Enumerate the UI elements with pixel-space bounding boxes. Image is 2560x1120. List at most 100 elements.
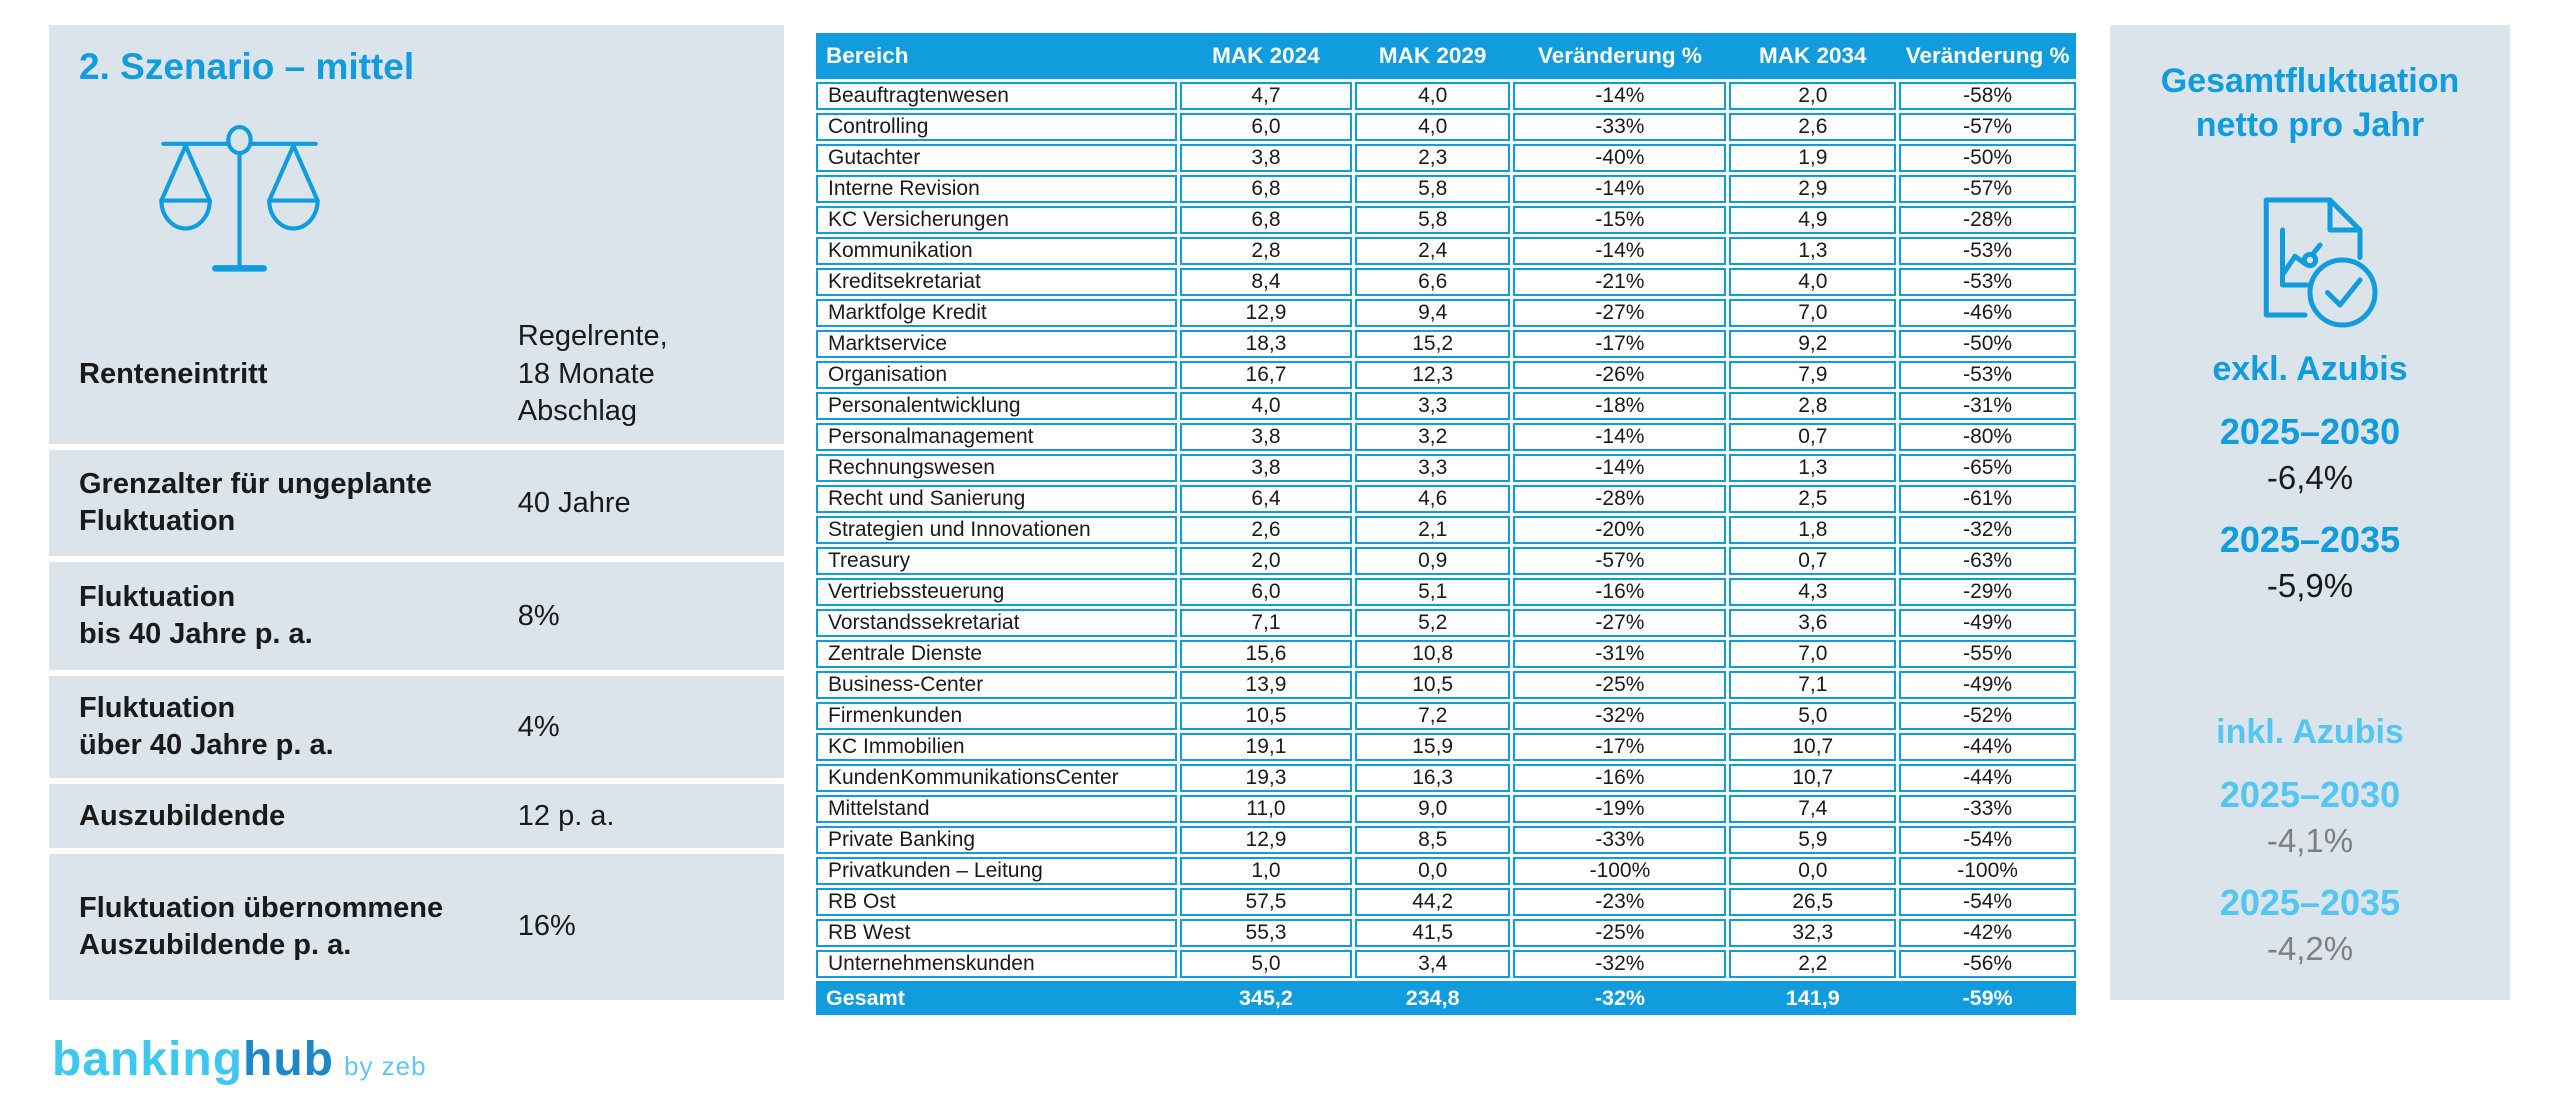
table-row: Vorstandssekretariat 7,1 5,2 -27% 3,6 -49% <box>816 609 2076 637</box>
table-cell: -61% <box>1899 485 2076 513</box>
table-cell: 7,1 <box>1729 671 1897 699</box>
table-row: Private Banking 12,9 8,5 -33% 5,9 -54% <box>816 826 2076 854</box>
table-row: Personalentwicklung 4,0 3,3 -18% 2,8 -31% <box>816 392 2076 420</box>
table-cell: 19,1 <box>1180 733 1352 761</box>
table-cell: 3,8 <box>1180 454 1352 482</box>
table-row: Firmenkunden 10,5 7,2 -32% 5,0 -52% <box>816 702 2076 730</box>
table-cell: 4,0 <box>1180 392 1352 420</box>
period-range: 2025–2030 <box>2219 411 2401 453</box>
table-cell: 9,4 <box>1354 299 1511 327</box>
table-row: Controlling 6,0 4,0 -33% 2,6 -57% <box>816 113 2076 141</box>
table-cell: -57% <box>1899 175 2076 203</box>
table-cell: -49% <box>1899 671 2076 699</box>
table-cell: 6,4 <box>1180 485 1352 513</box>
table-cell: 10,5 <box>1354 671 1511 699</box>
total-cell: 234,8 <box>1405 985 1460 1010</box>
table-cell: -14% <box>1513 454 1727 482</box>
parameter-row: Fluktuation übernommene Auszubildende p.… <box>49 848 784 1000</box>
table-row: Mittelstand 11,0 9,0 -19% 7,4 -33% <box>816 795 2076 823</box>
scenario-title: 2. Szenario – mittel <box>79 46 415 87</box>
table-cell: -58% <box>1899 82 2076 110</box>
table-row: KC Versicherungen 6,8 5,8 -15% 4,9 -28% <box>816 206 2076 234</box>
table-cell: Firmenkunden <box>816 702 1178 730</box>
table-row: Recht und Sanierung 6,4 4,6 -28% 2,5 -61% <box>816 485 2076 513</box>
table-cell: 9,0 <box>1354 795 1511 823</box>
table-row: Treasury 2,0 0,9 -57% 0,7 -63% <box>816 547 2076 575</box>
table-cell: 4,0 <box>1354 82 1511 110</box>
table-cell: 44,2 <box>1354 888 1511 916</box>
table-cell: 7,9 <box>1729 361 1897 389</box>
table-cell: Marktservice <box>816 330 1178 358</box>
table-cell: 4,0 <box>1729 268 1897 296</box>
table-cell: 5,0 <box>1729 702 1897 730</box>
parameter-label: Auszubildende <box>79 799 286 832</box>
table-cell: Interne Revision <box>816 175 1178 203</box>
total-cell: -59% <box>1962 985 2013 1010</box>
table-cell: Gutachter <box>816 144 1178 172</box>
table-cell: 5,8 <box>1354 175 1511 203</box>
table-cell: 0,0 <box>1729 857 1897 885</box>
table-cell: Zentrale Dienste <box>816 640 1178 668</box>
table-cell: 0,9 <box>1354 547 1511 575</box>
period-range: 2025–2035 <box>2219 519 2401 561</box>
parameter-value: Regelrente, 18 Monate Abschlag <box>517 319 668 428</box>
table-cell: -32% <box>1513 950 1727 978</box>
table-cell: -50% <box>1899 144 2076 172</box>
parameter-rows: Renteneintritt Regelrente, 18 Monate Absc… <box>49 304 784 1000</box>
summary-title: Gesamtfluktuation netto pro Jahr <box>2160 62 2460 145</box>
table-cell: 4,9 <box>1729 206 1897 234</box>
table-cell: -46% <box>1899 299 2076 327</box>
table-cell: -20% <box>1513 516 1727 544</box>
table-row: Marktservice 18,3 15,2 -17% 9,2 -50% <box>816 330 2076 358</box>
table-cell: -33% <box>1513 113 1727 141</box>
table-row: Interne Revision 6,8 5,8 -14% 2,9 -57% <box>816 175 2076 203</box>
table-row: Beauftragtenwesen 4,7 4,0 -14% 2,0 -58% <box>816 82 2076 110</box>
parameter-value: 8% <box>517 599 560 632</box>
mak-table: Bereich MAK 2024 MAK 2029 Veränderung % MAK … <box>816 33 2076 1015</box>
table-cell: 10,7 <box>1729 764 1897 792</box>
table-cell: 7,0 <box>1729 299 1897 327</box>
table-cell: 4,6 <box>1354 485 1511 513</box>
period-value: -6,4% <box>2266 458 2354 496</box>
table-cell: 3,4 <box>1354 950 1511 978</box>
table-cell: Kreditsekretariat <box>816 268 1178 296</box>
bankinghub-logo: bankinghub by zeb <box>52 1032 427 1087</box>
table-cell: 57,5 <box>1180 888 1352 916</box>
table-cell: -27% <box>1513 609 1727 637</box>
table-row: RB Ost 57,5 44,2 -23% 26,5 -54% <box>816 888 2076 916</box>
parameter-row: Fluktuation bis 40 Jahre p. a. 8% <box>49 556 784 670</box>
table-cell: 0,7 <box>1729 423 1897 451</box>
table-row: Marktfolge Kredit 12,9 9,4 -27% 7,0 -46% <box>816 299 2076 327</box>
summary-period: 2025–2035 -4,2% <box>2110 882 2510 968</box>
table-cell: -40% <box>1513 144 1727 172</box>
scenario-panel: 2. Szenario – mittel Renteneintritt Regel… <box>49 25 784 1000</box>
table-cell: -17% <box>1513 733 1727 761</box>
table-row: Unternehmenskunden 5,0 3,4 -32% 2,2 -56% <box>816 950 2076 978</box>
table-cell: 55,3 <box>1180 919 1352 947</box>
table-cell: -54% <box>1899 826 2076 854</box>
table-cell: -53% <box>1899 268 2076 296</box>
parameter-row: Renteneintritt Regelrente, 18 Monate Absc… <box>49 304 784 444</box>
table-cell: -18% <box>1513 392 1727 420</box>
table-cell: Controlling <box>816 113 1178 141</box>
table-cell: Personalmanagement <box>816 423 1178 451</box>
table-cell: KC Versicherungen <box>816 206 1178 234</box>
parameter-value: 12 p. a. <box>517 799 615 832</box>
table-cell: 11,0 <box>1180 795 1352 823</box>
table-cell: 19,3 <box>1180 764 1352 792</box>
table-cell: -16% <box>1513 764 1727 792</box>
table-cell: 2,5 <box>1729 485 1897 513</box>
table-cell: 1,3 <box>1729 237 1897 265</box>
table-cell: 15,2 <box>1354 330 1511 358</box>
table-cell: Kommunikation <box>816 237 1178 265</box>
period-value: -4,2% <box>2266 929 2354 967</box>
table-cell: -27% <box>1513 299 1727 327</box>
table-cell: RB West <box>816 919 1178 947</box>
table-cell: KC Immobilien <box>816 733 1178 761</box>
table-cell: 3,8 <box>1180 423 1352 451</box>
scales-icon <box>137 115 754 292</box>
table-cell: 10,5 <box>1180 702 1352 730</box>
logo-hub: hub <box>243 1033 334 1086</box>
summary-section-label: exkl. Azubis <box>2212 350 2408 389</box>
parameter-label: Fluktuation übernommene Auszubildende p.… <box>79 892 444 962</box>
